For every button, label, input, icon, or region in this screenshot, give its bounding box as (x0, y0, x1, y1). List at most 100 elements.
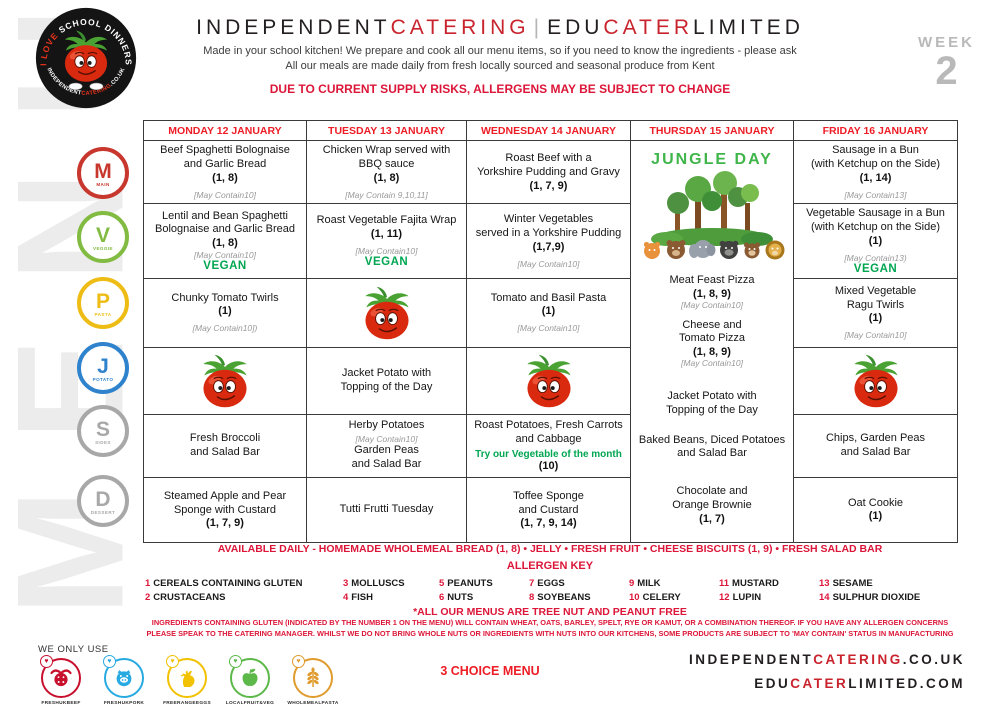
brand-part: LIMITED (693, 16, 804, 39)
category-potato: J POTATO (77, 342, 129, 394)
day-header-wednesday: WEDNESDAY 14 JANUARY (466, 120, 631, 141)
allergen-item: 11 MUSTARD (719, 578, 819, 589)
allergen-codes: (1, 7, 9) (206, 517, 244, 530)
badge-label: FREERANGEEGGS (163, 701, 211, 706)
day-header-tuesday: TUESDAY 13 JANUARY (306, 120, 467, 141)
cell-tuesday-main: Chicken Wrap served with BBQ sauce (1, 8… (306, 140, 467, 204)
tomato-icon (516, 351, 582, 411)
cell-thursday-jungle-day: JUNGLE DAY (630, 140, 794, 543)
dish-name: Lentil and Bean Spaghetti Bolognaise and… (154, 209, 296, 236)
apple-icon (242, 668, 258, 686)
allergen-codes: (1, 7, 9, 14) (520, 517, 577, 530)
dish-name: Roast Vegetable Fajita Wrap (316, 213, 457, 226)
dish-name: Roast Beef with a Yorkshire Pudding and … (477, 152, 620, 178)
cell-monday-veggie: Lentil and Bean Spaghetti Bolognaise and… (143, 203, 307, 279)
jungle-day-block: JUNGLE DAY (635, 151, 789, 270)
badge-label: WHOLEMEALPASTA (287, 701, 339, 706)
cell-wednesday-main: Roast Beef with a Yorkshire Pudding and … (466, 140, 631, 204)
badge-fresh-uk-beef: ♥ FRESHUKBEEF (38, 655, 84, 706)
dish-name: Roast Potatoes, Fresh Carrots and Cabbag… (474, 419, 623, 445)
allergen-number: 11 (719, 577, 730, 589)
badge-label: LOCALFRUIT&VEG (225, 701, 275, 706)
fine-print: INGREDIENTS CONTAINING GLUTEN (INDICATED… (120, 618, 980, 639)
site-text: CATER (790, 676, 849, 692)
cell-wednesday-potato (466, 346, 631, 415)
allergen-item: 12 LUPIN (719, 592, 819, 603)
allergen-codes: (1) (541, 305, 556, 318)
allergen-codes: (1, 8, 9) (693, 287, 731, 300)
may-contain-note: [May Contain10] (517, 323, 580, 334)
cell-tuesday-pasta (306, 277, 467, 348)
allergen-key-grid: 1 CEREALS CONTAINING GLUTEN 3 MOLLUSCS 5 PE… (145, 576, 959, 604)
heart-icon: ♥ (166, 655, 179, 668)
thursday-item: Chocolate and Orange Brownie (1, 7) (635, 485, 789, 525)
may-contain-note: [May Contain10] (517, 258, 580, 269)
may-contain-note: [May Contain10] (355, 434, 418, 445)
allergen-warning: DUE TO CURRENT SUPPLY RISKS, ALLERGENS M… (269, 82, 731, 96)
allergen-name: NUTS (447, 591, 474, 603)
category-letter: P (95, 290, 110, 313)
may-contain-note: [May Contain10]) (192, 323, 258, 334)
week-number: 2 (935, 49, 958, 93)
category-label: POTATO (92, 377, 114, 382)
allergen-number: 8 (529, 591, 535, 603)
jungle-scene-icon (643, 170, 785, 260)
allergen-number: 3 (343, 577, 349, 589)
brand-part: CATERING (390, 16, 530, 39)
nut-free-line: *ALL OUR MENUS ARE TREE NUT AND PEANUT F… (413, 606, 687, 618)
cell-monday-potato (143, 346, 307, 415)
allergen-number: 4 (343, 591, 349, 603)
cell-friday-dessert: Oat Cookie (1) (793, 476, 958, 543)
allergen-codes: (1) (868, 510, 883, 523)
allergen-codes: (1, 8, 9) (693, 346, 731, 359)
may-contain-note: [May Contain 9,10,11] (345, 189, 428, 200)
may-contain-note: [May Contain10] (844, 330, 907, 341)
allergen-item: 8 SOYBEANS (529, 592, 629, 603)
allergen-number: 6 (439, 591, 445, 603)
badge-free-range-eggs: ♥ FREERANGEEGGS (163, 655, 211, 706)
dish-name: Tutti Frutti Tuesday (339, 502, 434, 515)
allergen-codes: (10) (538, 459, 559, 472)
category-label: MAIN (96, 182, 110, 187)
category-main: M MAIN (77, 147, 129, 199)
tomato-icon (843, 351, 909, 411)
cell-tuesday-veggie: Roast Vegetable Fajita Wrap (1, 11) [May… (306, 203, 467, 279)
allergen-number: 9 (629, 577, 635, 589)
thursday-item: Baked Beans, Diced Potatoes and Salad Ba… (635, 434, 789, 462)
allergen-codes: (1, 8) (212, 237, 238, 249)
heart-icon: ♥ (103, 655, 116, 668)
allergen-item: 3 MOLLUSCS (343, 578, 439, 589)
cell-friday-potato (793, 346, 958, 415)
badge-circle: ♥ (292, 655, 333, 698)
allergen-key-title: ALLERGEN KEY (506, 560, 594, 572)
heart-icon: ♥ (40, 655, 53, 668)
dish-name: Fresh Broccoli and Salad Bar (189, 431, 261, 458)
dish-name: Chicken Wrap served with BBQ sauce (322, 144, 451, 170)
allergen-name: CRUSTACEANS (153, 591, 226, 603)
jungle-day-title: JUNGLE DAY (651, 150, 773, 168)
we-only-use-label: WE ONLY USE (38, 644, 109, 655)
page-title: INDEPENDENTCATERING | EDUCATERLIMITED (150, 16, 850, 40)
thursday-item: Meat Feast Pizza (1, 8, 9) [May Contain1… (635, 274, 789, 310)
allergen-number: 10 (629, 591, 640, 603)
allergen-item: 4 FISH (343, 592, 439, 603)
week-badge: WEEK 2 (918, 34, 975, 91)
dish-name: Chunky Tomato Twirls (171, 291, 279, 304)
category-label: DESSERT (90, 510, 116, 515)
dish-name: Tomato and Basil Pasta (490, 291, 607, 304)
dish-name: Vegetable Sausage in a Bun (with Ketchup… (806, 207, 945, 233)
category-letter: V (95, 224, 110, 247)
header-subtitle: Made in your school kitchen! We prepare … (195, 44, 805, 75)
cell-friday-sides: Chips, Garden Peas and Salad Bar (793, 413, 958, 478)
allergen-name: MILK (637, 577, 661, 589)
cell-tuesday-potato: Jacket Potato with Topping of the Day (306, 346, 467, 415)
category-letter: J (97, 355, 109, 378)
badge-local-fruit-veg: ♥ LOCALFRUIT&VEG (225, 655, 275, 706)
allergen-item: 14 SULPHUR DIOXIDE (819, 592, 959, 603)
allergen-codes: (1,7,9) (532, 240, 565, 253)
cell-monday-dessert: Steamed Apple and Pear Sponge with Custa… (143, 476, 307, 543)
cell-monday-main: Beef Spaghetti Bolognaise and Garlic Bre… (143, 140, 307, 204)
allergen-codes: (1, 11) (370, 227, 403, 240)
heart-icon: ♥ (292, 655, 305, 668)
category-letter: S (95, 418, 110, 441)
